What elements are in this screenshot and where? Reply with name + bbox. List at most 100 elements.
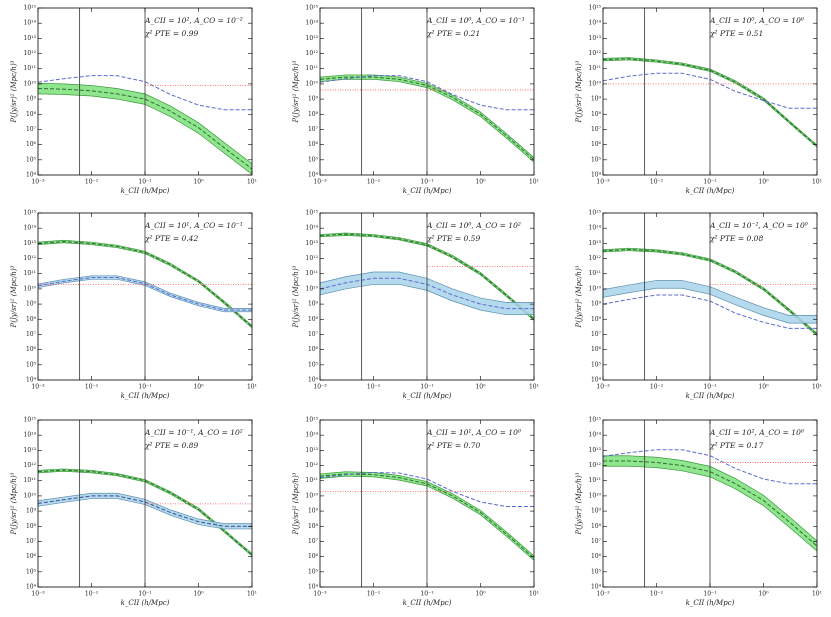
y-tick-label: 10⁶ — [308, 141, 319, 148]
y-tick-label: 10⁷ — [591, 126, 602, 133]
y-tick-label: 10¹² — [306, 50, 319, 57]
y-tick-label: 10¹⁰ — [24, 80, 37, 87]
y-tick-label: 10⁷ — [308, 126, 319, 133]
y-tick-label: 10⁸ — [26, 316, 37, 323]
y-tick-label: 10¹² — [24, 462, 37, 469]
y-tick-label: 10⁸ — [308, 111, 319, 118]
x-axis-label: k_CII (h/Mpc) — [121, 187, 170, 195]
y-tick-label: 10¹⁵ — [306, 417, 319, 424]
panel: 10⁴ 10⁵ 10⁶ 10⁷ 10⁸ 10⁹ 10¹⁰ 10¹¹ 10¹² 10¹³ 10¹⁴ 10… — [575, 417, 822, 608]
annotation: A_CII = 10⁻¹, A_CO = 10² — [144, 428, 243, 437]
plot — [320, 8, 534, 175]
y-tick-label: 10¹³ — [306, 447, 319, 454]
plot — [320, 213, 534, 380]
y-tick-label: 10¹⁴ — [24, 225, 37, 232]
panel: 10⁴ 10⁵ 10⁶ 10⁷ 10⁸ 10⁹ 10¹⁰ 10¹¹ 10¹² 10¹³ 10¹⁴ 10… — [10, 5, 257, 196]
y-tick-label: 10¹⁴ — [589, 20, 602, 27]
y-tick-label: 10⁵ — [591, 156, 602, 163]
plot — [603, 420, 817, 587]
x-tick-label: 10¹ — [247, 591, 257, 598]
y-tick-label: 10¹³ — [589, 35, 602, 42]
y-axis-label: P(Jy/sr)² (Mpc/h)³ — [10, 265, 18, 328]
y-tick-label: 10⁵ — [26, 156, 37, 163]
line — [320, 471, 534, 508]
y-tick-label: 10¹⁰ — [589, 492, 602, 499]
x-tick-label: 10⁻¹ — [703, 591, 716, 598]
annotation: A_CII = 10⁰, A_CO = 10² — [426, 221, 521, 230]
x-tick-label: 10¹ — [529, 179, 539, 186]
plot — [38, 8, 252, 175]
annotation: χ² PTE = 0.99 — [144, 29, 198, 38]
x-tick-label: 10⁻² — [650, 179, 664, 186]
x-axis-label: k_CII (h/Mpc) — [403, 392, 452, 400]
y-tick-label: 10¹² — [589, 462, 602, 469]
y-tick-label: 10¹³ — [24, 35, 37, 42]
band — [38, 275, 252, 312]
annotation: A_CII = 10¹, A_CO = 10⁰ — [426, 428, 521, 437]
y-tick-label: 10⁷ — [26, 538, 37, 545]
y-tick-label: 10⁸ — [26, 111, 37, 118]
x-tick-label: 10⁻¹ — [703, 179, 716, 186]
y-axis-label: P(Jy/sr)² (Mpc/h)³ — [10, 472, 18, 535]
x-tick-label: 10⁻¹ — [420, 179, 433, 186]
x-tick-label: 10⁻¹ — [420, 384, 433, 391]
y-tick-label: 10¹⁴ — [306, 20, 319, 27]
y-tick-label: 10⁸ — [308, 316, 319, 323]
x-tick-label: 10¹ — [247, 384, 257, 391]
x-tick-label: 10¹ — [529, 384, 539, 391]
y-tick-label: 10⁹ — [26, 96, 37, 103]
y-tick-label: 10⁶ — [26, 553, 37, 560]
y-tick-label: 10¹⁰ — [24, 285, 37, 292]
x-tick-label: 10¹ — [247, 179, 257, 186]
y-tick-label: 10⁷ — [591, 331, 602, 338]
y-tick-label: 10¹³ — [306, 35, 319, 42]
x-tick-label: 10⁻¹ — [138, 179, 151, 186]
annotation: A_CII = 10⁰, A_CO = 10⁰ — [709, 16, 804, 25]
x-tick-label: 10⁻² — [85, 384, 99, 391]
panel: 10⁴ 10⁵ 10⁶ 10⁷ 10⁸ 10⁹ 10¹⁰ 10¹¹ 10¹² 10¹³ 10¹⁴ 10… — [10, 417, 257, 608]
y-tick-label: 10⁵ — [26, 568, 37, 575]
annotation: χ² PTE = 0.59 — [426, 234, 480, 243]
x-tick-label: 10⁻¹ — [703, 384, 716, 391]
y-tick-label: 10⁸ — [591, 316, 602, 323]
y-tick-label: 10¹⁰ — [24, 492, 37, 499]
y-tick-label: 10¹⁴ — [24, 432, 37, 439]
y-tick-label: 10⁴ — [26, 377, 37, 384]
x-tick-label: 10⁻³ — [596, 591, 610, 598]
y-tick-label: 10⁹ — [591, 96, 602, 103]
y-tick-label: 10⁴ — [591, 377, 602, 384]
plot — [603, 213, 817, 380]
x-tick-label: 10⁻² — [367, 179, 381, 186]
y-tick-label: 10⁵ — [26, 361, 37, 368]
x-tick-label: 10⁻³ — [31, 179, 45, 186]
x-tick-label: 10⁰ — [758, 384, 769, 391]
x-tick-label: 10⁻³ — [313, 384, 327, 391]
y-tick-label: 10¹⁵ — [306, 210, 319, 217]
y-tick-label: 10¹⁴ — [306, 225, 319, 232]
x-axis-label: k_CII (h/Mpc) — [121, 392, 170, 400]
y-tick-label: 10¹⁵ — [589, 417, 602, 424]
x-tick-label: 10⁻³ — [31, 384, 45, 391]
y-tick-label: 10⁴ — [308, 584, 319, 591]
panel: 10⁴ 10⁵ 10⁶ 10⁷ 10⁸ 10⁹ 10¹⁰ 10¹¹ 10¹² 10¹³ 10¹⁴ 10… — [292, 5, 539, 196]
y-tick-label: 10¹² — [589, 255, 602, 262]
annotation: χ² PTE = 0.70 — [426, 441, 480, 450]
y-tick-label: 10⁹ — [591, 508, 602, 515]
y-tick-label: 10¹¹ — [24, 65, 36, 72]
y-tick-label: 10⁵ — [591, 361, 602, 368]
y-tick-label: 10¹¹ — [589, 65, 601, 72]
annotation: A_CII = 10², A_CO = 10⁻² — [144, 16, 243, 25]
y-tick-label: 10¹³ — [589, 447, 602, 454]
y-tick-label: 10¹⁴ — [589, 225, 602, 232]
y-axis-label: P(Jy/sr)² (Mpc/h)³ — [10, 60, 18, 123]
x-tick-label: 10¹ — [812, 179, 822, 186]
y-tick-label: 10¹⁰ — [306, 80, 319, 87]
x-tick-label: 10⁰ — [193, 179, 204, 186]
y-tick-label: 10¹¹ — [589, 477, 601, 484]
x-tick-label: 10⁻³ — [313, 591, 327, 598]
y-tick-label: 10⁴ — [308, 172, 319, 179]
y-tick-label: 10⁶ — [591, 553, 602, 560]
y-tick-label: 10⁹ — [308, 96, 319, 103]
y-tick-label: 10⁷ — [308, 331, 319, 338]
